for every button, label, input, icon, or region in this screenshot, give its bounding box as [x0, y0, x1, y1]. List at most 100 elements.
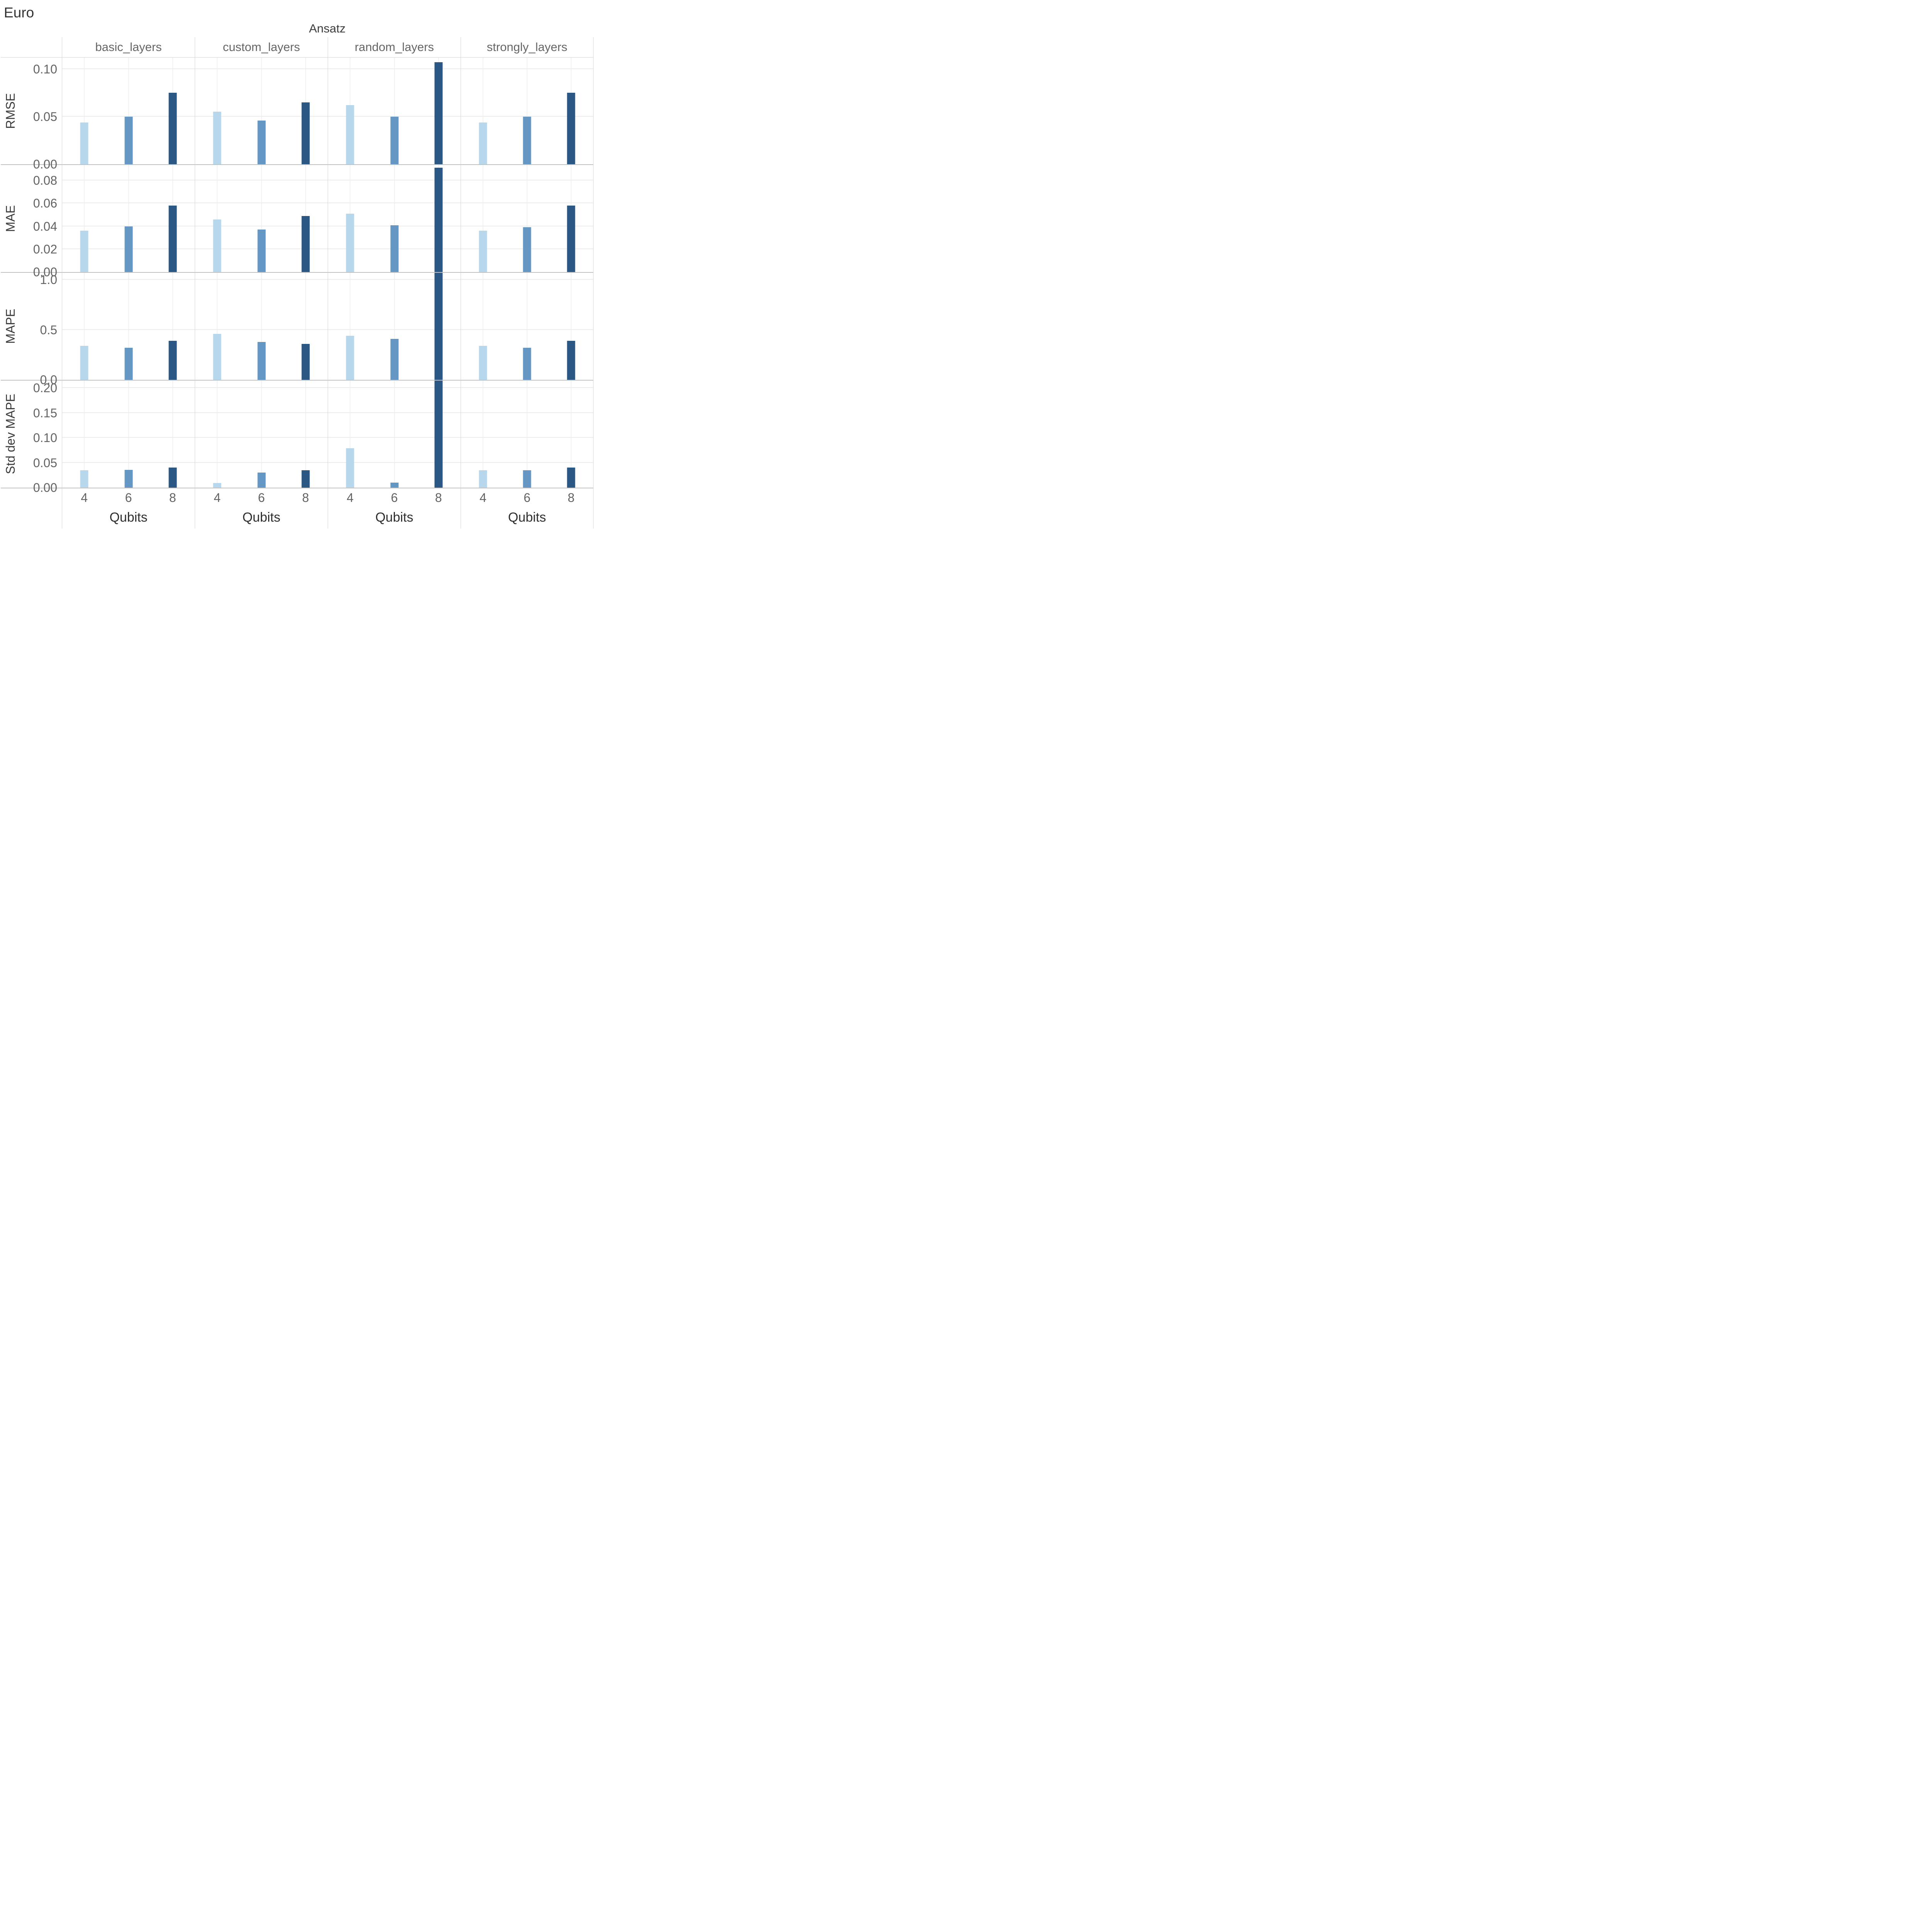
x-tick-row: 4 6 8 [195, 488, 328, 507]
gridline-horizontal [461, 437, 593, 438]
bar [434, 62, 443, 164]
bar [168, 93, 177, 164]
gridline-horizontal [461, 279, 593, 280]
bar [346, 336, 354, 380]
bar [390, 225, 398, 272]
y-tick-label: 0.02 [33, 242, 57, 256]
gridline-vertical [261, 273, 262, 380]
gridline-horizontal [461, 462, 593, 463]
gridline-horizontal [461, 116, 593, 117]
gridline-horizontal [461, 412, 593, 413]
gridline-vertical [394, 381, 395, 488]
y-tick-label: 0.15 [33, 406, 57, 420]
gridline-horizontal [461, 202, 593, 204]
bar [257, 120, 265, 164]
bar [346, 105, 354, 164]
y-axis-cell: MAE 0.00 0.02 0.04 0.06 0.08 [1, 165, 62, 278]
gridline-horizontal [195, 279, 328, 280]
y-tick-label: 0.05 [33, 456, 57, 470]
corner-spacer [1, 507, 62, 529]
bar [523, 116, 531, 164]
bar [390, 116, 398, 164]
facet-panel [328, 57, 461, 165]
bar [567, 468, 575, 488]
gridline-horizontal [62, 68, 195, 69]
y-axis-cell: Std dev MAPE 0.00 0.05 0.10 0.15 0.20 [1, 381, 62, 494]
x-tick-label: 4 [347, 491, 354, 505]
metric-axis-label-text: Std dev MAPE [3, 394, 17, 474]
bar [168, 468, 177, 488]
bar [479, 231, 487, 272]
facet-panel [328, 273, 461, 381]
gridline-vertical [217, 58, 218, 164]
facet-panel [62, 165, 195, 273]
gridline-vertical [217, 381, 218, 488]
gridline-horizontal [195, 202, 328, 204]
bar [434, 381, 443, 488]
gridline-vertical [172, 273, 173, 380]
gridline-horizontal [328, 329, 461, 330]
facet-column-label: random_layers [328, 37, 461, 57]
gridline-horizontal [195, 437, 328, 438]
bar [80, 345, 88, 380]
bar [523, 348, 531, 380]
x-axis-label: Qubits [195, 507, 328, 529]
x-tick-label: 4 [81, 491, 88, 505]
gridline-horizontal [195, 116, 328, 117]
col-facet-title: Ansatz [309, 22, 346, 35]
bar [390, 338, 398, 380]
gridline-horizontal [62, 387, 195, 388]
gridline-horizontal [328, 279, 461, 280]
facet-column-label: strongly_layers [461, 37, 594, 57]
y-tick-label: 0.20 [33, 381, 57, 395]
y-tick-label: 1.0 [40, 273, 57, 287]
bar [124, 116, 133, 164]
gridline-vertical [128, 273, 129, 380]
bar [479, 345, 487, 380]
x-tick-label: 4 [214, 491, 221, 505]
gridline-vertical [305, 273, 306, 380]
figure-title: Euro [4, 5, 34, 20]
gridline-horizontal [461, 329, 593, 330]
y-tick-label: 0.00 [33, 481, 57, 495]
x-axis-label: Qubits [328, 507, 461, 529]
gridline-horizontal [328, 462, 461, 463]
y-axis-cell: RMSE 0.00 0.05 0.10 [1, 57, 62, 170]
facet-panel [195, 57, 328, 165]
bar [346, 448, 354, 488]
facet-panel [328, 165, 461, 273]
x-tick-label: 6 [391, 491, 398, 505]
gridline-vertical [172, 381, 173, 488]
bar [434, 273, 443, 380]
x-tick-label: 8 [568, 491, 575, 505]
bar [168, 341, 177, 380]
bar [80, 470, 88, 488]
x-tick-label: 6 [258, 491, 265, 505]
gridline-horizontal [62, 116, 195, 117]
x-tick-label: 6 [125, 491, 132, 505]
y-axis-cell: MAPE 0.0 0.5 1.0 [1, 273, 62, 386]
bar [434, 168, 443, 272]
bar [257, 230, 265, 272]
facet-column-label: basic_layers [62, 37, 195, 57]
gridline-vertical [261, 165, 262, 272]
bar [479, 470, 487, 488]
bar [390, 483, 398, 488]
bar [213, 333, 221, 380]
x-tick-label: 4 [480, 491, 486, 505]
gridline-horizontal [195, 412, 328, 413]
gridline-vertical [84, 165, 85, 272]
x-tick-row: 4 6 8 [62, 488, 195, 507]
x-tick-label: 8 [435, 491, 442, 505]
y-tick-label: 0.0 [40, 373, 57, 387]
gridline-vertical [305, 381, 306, 488]
bar [523, 227, 531, 272]
gridline-horizontal [195, 462, 328, 463]
y-tick-label: 0.08 [33, 173, 57, 187]
gridline-horizontal [195, 68, 328, 69]
gridline-horizontal [62, 437, 195, 438]
bar [346, 213, 354, 272]
bar [257, 473, 265, 488]
gridline-horizontal [62, 412, 195, 413]
bar [301, 344, 310, 380]
